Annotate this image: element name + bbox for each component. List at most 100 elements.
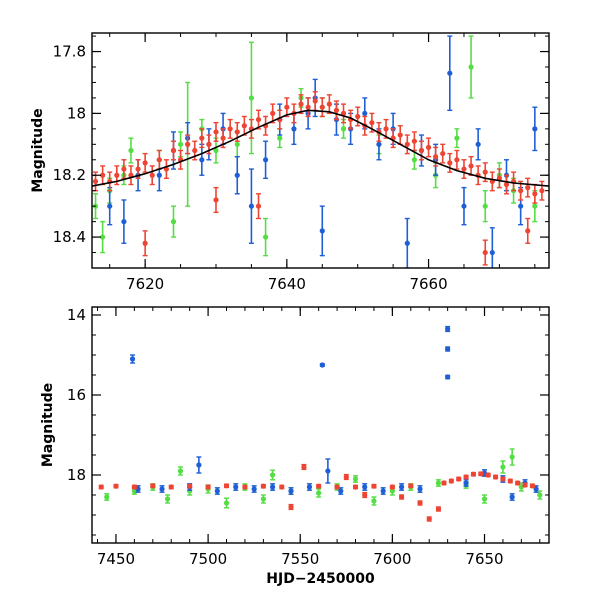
y-tick-label: 14 <box>67 306 86 324</box>
data-point <box>316 490 322 496</box>
top-series-2-point <box>489 171 495 192</box>
bottom-series-2-point <box>223 483 230 489</box>
data-point <box>129 356 136 362</box>
top-series-2-point <box>121 159 127 180</box>
top-series-0-point <box>482 189 488 223</box>
top-series-2-point <box>326 94 332 115</box>
data-point <box>150 483 156 489</box>
x-tick-label: 7550 <box>281 550 319 568</box>
bottom-series-2-point <box>426 516 432 522</box>
data-point <box>334 484 340 490</box>
bottom-series-2-point <box>522 482 528 488</box>
data-point <box>500 476 506 482</box>
top-series-2-point <box>510 171 517 192</box>
bottom-series-1-point <box>445 325 451 333</box>
data-point <box>170 147 177 154</box>
bottom-series-1-point <box>196 456 202 474</box>
bottom-series-1-point <box>306 483 313 491</box>
data-point <box>425 144 432 151</box>
bottom-series-0-point <box>352 475 359 483</box>
data-point <box>333 107 340 113</box>
top-series-2-point <box>333 100 340 121</box>
data-point <box>456 476 462 482</box>
bottom-series-2-point <box>456 476 462 482</box>
data-point <box>463 480 469 486</box>
bottom-series-2-point <box>515 480 521 486</box>
data-point <box>397 132 403 138</box>
bottom-series-1-point <box>509 493 515 501</box>
top-axes-frame <box>91 32 550 269</box>
data-point <box>298 101 304 107</box>
data-point <box>242 484 248 490</box>
data-point <box>260 496 266 502</box>
top-series-2-point <box>142 230 148 257</box>
data-point <box>447 160 453 166</box>
data-point <box>288 488 294 494</box>
data-point <box>199 135 205 141</box>
top-series-2-point <box>177 149 184 170</box>
data-point <box>481 496 488 502</box>
data-point <box>220 135 226 141</box>
top-series-2-point <box>425 137 432 158</box>
data-point <box>515 480 521 486</box>
x-tick-label: 7500 <box>189 550 227 568</box>
data-point <box>355 113 361 120</box>
bottom-series-2-point <box>242 484 248 490</box>
bottom-series-0-point <box>435 479 442 487</box>
data-point <box>284 104 290 110</box>
data-point <box>199 157 205 163</box>
top-series-2-point <box>340 103 347 124</box>
data-point <box>170 219 177 225</box>
top-series-0-point <box>262 217 269 257</box>
data-point <box>532 203 538 209</box>
bottom-series-1-point <box>398 483 405 491</box>
y-tick-label: 18.2 <box>53 166 86 184</box>
data-point <box>213 129 219 135</box>
top-series-2-point <box>206 134 212 155</box>
top-series-2-point <box>100 165 106 186</box>
top-series-1-point <box>461 186 467 226</box>
top-series-2-point <box>454 149 460 170</box>
data-point <box>156 157 162 163</box>
bottom-series-2-point <box>205 484 211 490</box>
data-point <box>445 326 451 332</box>
bottom-series-1-point <box>233 483 239 491</box>
bottom-series-1-point <box>251 485 257 493</box>
data-point <box>362 492 368 498</box>
data-point <box>470 471 477 477</box>
top-series-1-point <box>234 155 240 195</box>
data-point <box>485 472 491 478</box>
data-point <box>98 484 104 490</box>
data-point <box>316 483 322 489</box>
data-point <box>404 240 410 246</box>
data-point <box>121 166 127 172</box>
bottom-series-0-point <box>500 460 506 474</box>
data-point <box>482 169 488 175</box>
bottom-series-2-point <box>279 484 285 490</box>
data-point <box>319 362 325 368</box>
data-point <box>142 240 148 246</box>
data-point <box>454 135 460 141</box>
bottom-series-2-point <box>492 474 499 480</box>
data-point <box>468 64 474 70</box>
data-point <box>279 484 285 490</box>
data-point <box>223 500 230 506</box>
top-series-2-point <box>496 168 503 189</box>
bottom-series-2-point <box>260 483 266 489</box>
data-point <box>371 498 377 504</box>
data-point <box>522 482 528 488</box>
data-point <box>489 249 495 256</box>
data-point <box>262 157 269 163</box>
data-point <box>260 483 266 489</box>
top-series-2-point <box>107 171 113 192</box>
data-point <box>362 484 368 490</box>
y-tick-label: 17.8 <box>53 43 86 61</box>
data-point <box>398 484 405 490</box>
data-point <box>92 178 99 185</box>
data-point <box>448 478 454 484</box>
data-point <box>532 126 538 132</box>
top-series-2-point <box>128 165 134 186</box>
bottom-series-2-point <box>417 500 423 506</box>
x-tick-label: 7620 <box>126 275 164 293</box>
data-point <box>301 464 307 470</box>
